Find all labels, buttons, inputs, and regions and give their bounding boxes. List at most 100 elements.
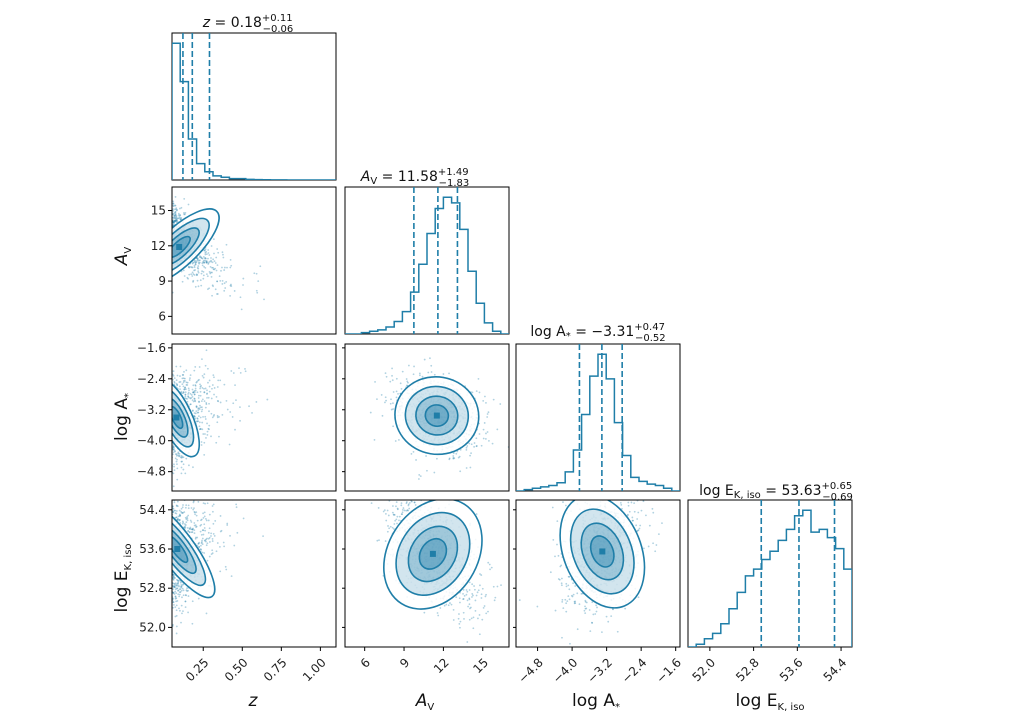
sample-point (202, 502, 205, 505)
sample-point (393, 484, 395, 486)
sample-point (478, 633, 481, 636)
sample-point (595, 610, 598, 613)
sample-point (465, 593, 468, 596)
sample-point (172, 204, 174, 207)
sample-point (172, 219, 174, 222)
sample-point (208, 541, 211, 543)
sample-point (257, 280, 260, 283)
ylabel-loge-sub: K, iso (123, 543, 134, 570)
sample-point (193, 507, 195, 509)
sample-point (217, 400, 220, 403)
sample-point (190, 397, 192, 399)
sample-point (180, 585, 182, 588)
sample-point (196, 417, 199, 420)
sample-point (467, 605, 469, 608)
sample-point (172, 210, 175, 212)
panel-z-loga (172, 349, 269, 488)
sample-point (177, 212, 180, 215)
sample-point (176, 500, 179, 503)
sample-point (205, 402, 208, 404)
sample-point (192, 500, 195, 503)
panel-av-loge (370, 472, 502, 643)
sample-point (181, 456, 184, 458)
sample-point (465, 589, 468, 591)
sample-point (177, 593, 180, 596)
sample-point (387, 525, 389, 527)
sample-point (450, 603, 453, 606)
sample-point (205, 538, 208, 541)
sample-point (183, 213, 185, 216)
sample-point (472, 616, 475, 619)
sample-point (207, 288, 209, 291)
sample-point (413, 493, 415, 495)
sample-point (399, 495, 401, 497)
sample-point (172, 221, 175, 224)
sample-point (380, 472, 382, 474)
xlabel-loga-sym: log A (572, 691, 615, 711)
sample-point (204, 415, 207, 418)
sample-point (172, 202, 175, 205)
sample-point (199, 255, 201, 257)
sample-point (198, 262, 200, 265)
title-loge-sym: log E (699, 483, 734, 499)
sample-point (177, 217, 179, 220)
sample-point (197, 597, 200, 600)
sample-point (420, 496, 422, 498)
sample-point (205, 250, 208, 253)
sample-point (183, 523, 186, 525)
sample-point (174, 210, 177, 213)
sample-point (398, 519, 400, 522)
sample-point (385, 375, 388, 378)
sample-point (203, 523, 206, 526)
title-z-minus: −0.06 (263, 24, 294, 35)
sample-point (429, 357, 431, 360)
sample-point (395, 505, 397, 508)
sample-point (206, 261, 208, 264)
histogram-loga (516, 353, 680, 491)
sample-point (381, 484, 383, 486)
sample-point (235, 506, 238, 509)
sample-point (615, 482, 617, 484)
sample-point (196, 279, 199, 282)
sample-point (172, 575, 175, 578)
sample-point (202, 260, 205, 263)
sample-point (619, 501, 622, 504)
sample-point (184, 395, 187, 398)
sample-point (180, 455, 183, 457)
sample-point (452, 619, 455, 621)
sample-point (436, 457, 438, 460)
sample-point (199, 390, 202, 393)
sample-point (448, 458, 451, 461)
sample-point (187, 203, 190, 206)
sample-point (406, 380, 409, 383)
sample-point (191, 395, 194, 398)
sample-point (228, 492, 230, 494)
sample-point (244, 370, 247, 373)
sample-point (204, 364, 207, 367)
sample-point (233, 290, 236, 292)
sample-point (386, 530, 389, 533)
sample-point (175, 609, 178, 612)
sample-point (184, 516, 187, 519)
title-loge: log EK, iso = 53.63+0.65 −0.69 (699, 481, 853, 503)
sample-point (442, 373, 445, 375)
sample-point (395, 377, 398, 380)
sample-point (406, 384, 408, 387)
sample-point (172, 577, 175, 579)
sample-point (173, 214, 176, 217)
sample-point (554, 609, 557, 612)
density-peak (433, 412, 440, 419)
sample-point (488, 439, 490, 442)
sample-point (211, 538, 214, 540)
sample-point (174, 215, 177, 217)
sample-point (175, 592, 178, 595)
sample-point (229, 259, 232, 261)
sample-point (209, 272, 212, 275)
sample-point (191, 622, 194, 625)
sample-point (200, 444, 203, 446)
sample-point (229, 534, 231, 537)
sample-point (394, 519, 397, 522)
sample-point (204, 256, 207, 259)
sample-point (400, 388, 403, 390)
sample-point (201, 264, 204, 267)
